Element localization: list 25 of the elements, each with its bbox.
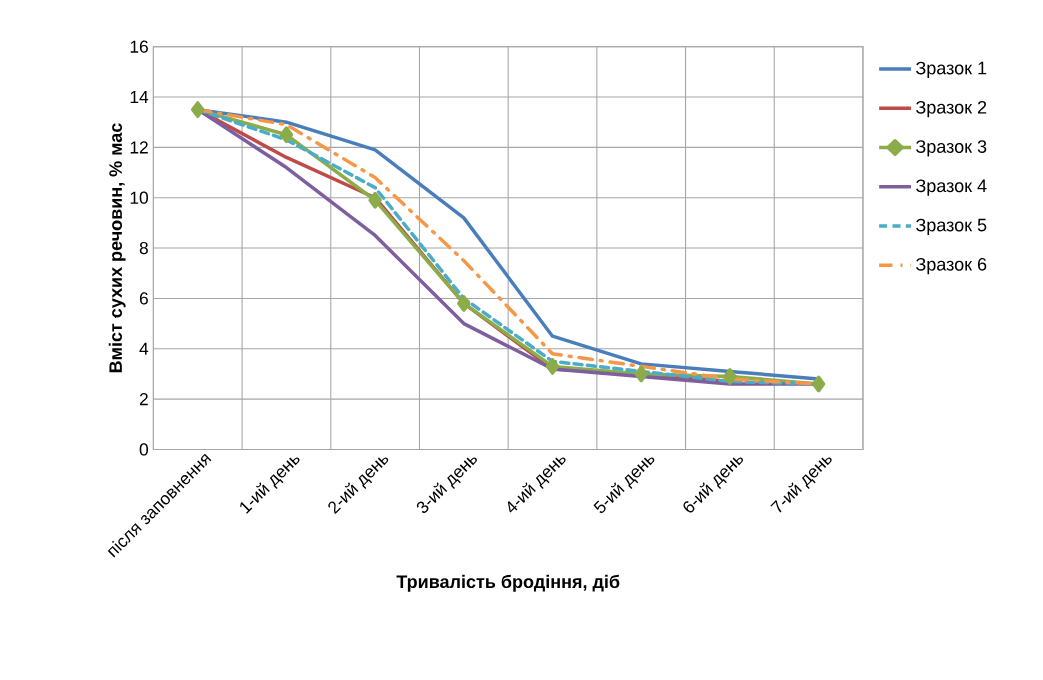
legend-label: Зразок 3 xyxy=(916,140,987,157)
point xyxy=(457,294,471,312)
y-tick-label: 4 xyxy=(139,342,149,355)
point xyxy=(723,367,737,385)
legend-label: Зразок 4 xyxy=(916,179,987,196)
point xyxy=(811,375,826,393)
y-tick-label: 8 xyxy=(139,241,148,255)
y-tick-label: 14 xyxy=(130,90,149,103)
y-tick-label: 16 xyxy=(130,40,148,53)
legend-label: Зразок 2 xyxy=(916,100,987,118)
y-tick-label: 6 xyxy=(139,292,148,305)
y-tick-label: 10 xyxy=(130,191,148,204)
y-tick-label: 0 xyxy=(139,443,148,456)
legend-label: Зразок 1 xyxy=(916,61,987,78)
legend-label: Зразок 5 xyxy=(916,218,987,235)
point xyxy=(190,101,205,118)
y-tick-label: 2 xyxy=(139,392,148,406)
legend-label: Зразок 6 xyxy=(916,257,987,275)
point xyxy=(545,357,560,375)
point xyxy=(634,365,648,383)
x-axis-title: Тривалість бродіння, діб xyxy=(396,574,620,592)
point xyxy=(279,126,294,144)
y-axis-title: Вміст сухих речовин, % мас xyxy=(108,123,126,373)
y-tick-label: 12 xyxy=(130,141,148,154)
point xyxy=(368,191,382,209)
